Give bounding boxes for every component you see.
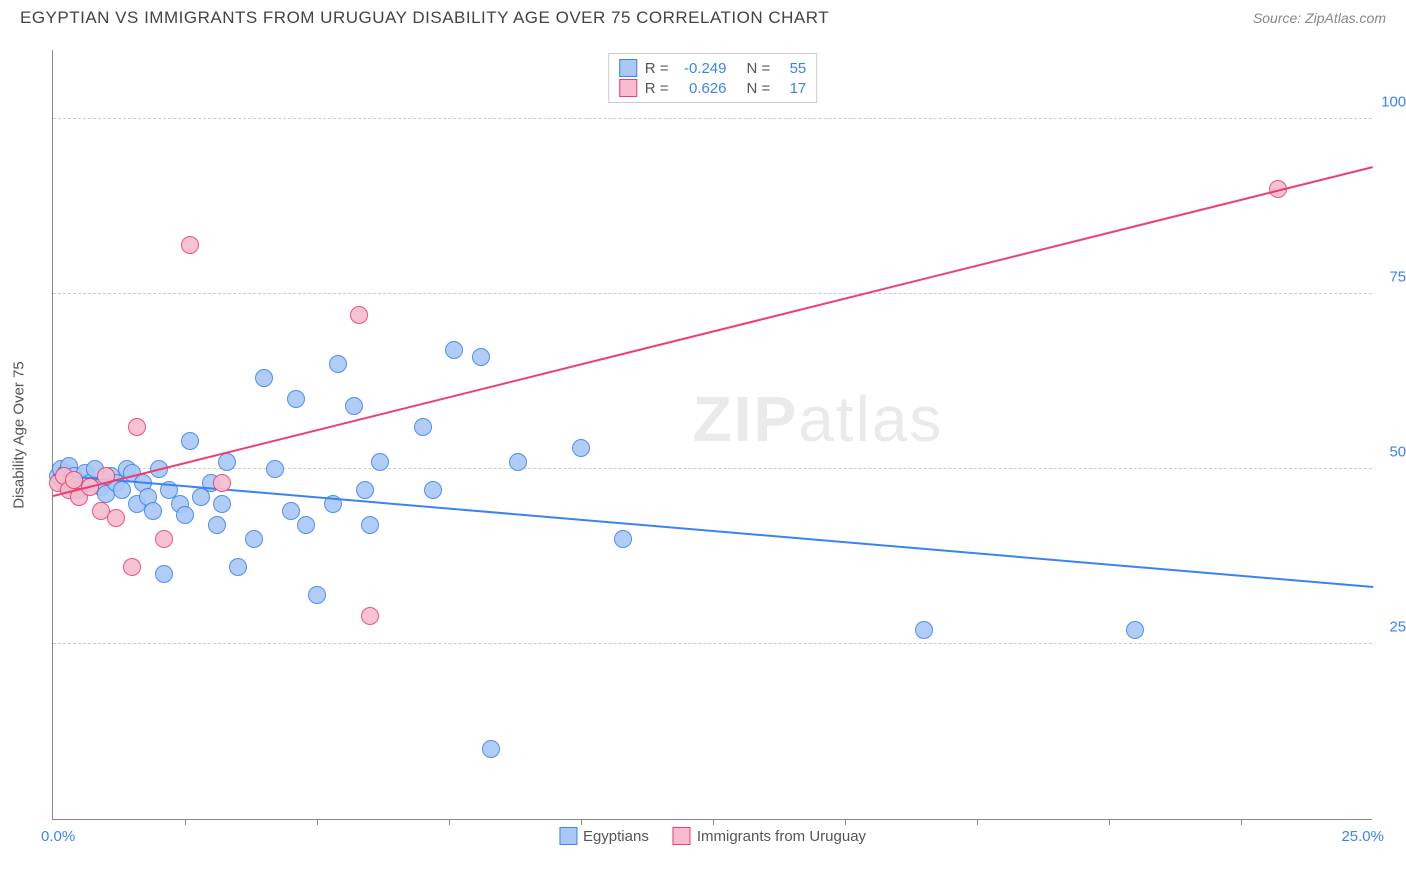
y-tick-label: 75.0% — [1389, 269, 1406, 286]
data-point — [371, 453, 389, 471]
n-value: 17 — [778, 80, 806, 97]
chart-title: EGYPTIAN VS IMMIGRANTS FROM URUGUAY DISA… — [20, 8, 829, 28]
y-axis-title: Disability Age Over 75 — [11, 361, 28, 509]
x-axis-max-label: 25.0% — [1341, 828, 1384, 845]
r-label: R = — [645, 80, 669, 97]
legend-label: Immigrants from Uruguay — [697, 828, 866, 845]
data-point — [245, 530, 263, 548]
x-axis-min-label: 0.0% — [41, 828, 75, 845]
data-point — [113, 481, 131, 499]
scatter-chart: Disability Age Over 75 ZIPatlas 0.0% 25.… — [52, 50, 1372, 820]
legend-swatch — [673, 827, 691, 845]
x-tick — [185, 819, 186, 825]
data-point — [144, 502, 162, 520]
data-point — [345, 397, 363, 415]
y-tick-label: 100.0% — [1381, 94, 1406, 111]
x-tick — [1241, 819, 1242, 825]
data-point — [213, 495, 231, 513]
data-point — [266, 460, 284, 478]
source-attribution: Source: ZipAtlas.com — [1253, 10, 1386, 26]
data-point — [287, 390, 305, 408]
data-point — [614, 530, 632, 548]
data-point — [208, 516, 226, 534]
legend-item: Egyptians — [559, 827, 649, 845]
gridline — [53, 468, 1372, 469]
watermark: ZIPatlas — [693, 382, 944, 456]
data-point — [128, 418, 146, 436]
x-tick — [713, 819, 714, 825]
x-tick — [845, 819, 846, 825]
y-tick-label: 25.0% — [1389, 619, 1406, 636]
data-point — [361, 516, 379, 534]
data-point — [445, 341, 463, 359]
data-point — [255, 369, 273, 387]
stats-legend-box: R = -0.249 N = 55 R = 0.626 N = 17 — [608, 53, 818, 103]
x-tick — [977, 819, 978, 825]
data-point — [329, 355, 347, 373]
data-point — [107, 509, 125, 527]
data-point — [123, 558, 141, 576]
data-point — [350, 306, 368, 324]
stats-legend-row: R = -0.249 N = 55 — [619, 58, 807, 78]
trend-line — [53, 166, 1373, 497]
legend-swatch — [619, 59, 637, 77]
n-label: N = — [747, 80, 771, 97]
data-point — [1126, 621, 1144, 639]
r-value: 0.626 — [677, 80, 727, 97]
data-point — [181, 236, 199, 254]
n-label: N = — [747, 60, 771, 77]
data-point — [155, 530, 173, 548]
data-point — [361, 607, 379, 625]
data-point — [915, 621, 933, 639]
x-tick — [581, 819, 582, 825]
stats-legend-row: R = 0.626 N = 17 — [619, 78, 807, 98]
data-point — [218, 453, 236, 471]
data-point — [176, 506, 194, 524]
gridline — [53, 643, 1372, 644]
data-point — [482, 740, 500, 758]
data-point — [308, 586, 326, 604]
legend-item: Immigrants from Uruguay — [673, 827, 866, 845]
r-value: -0.249 — [677, 60, 727, 77]
data-point — [155, 565, 173, 583]
y-tick-label: 50.0% — [1389, 444, 1406, 461]
data-point — [181, 432, 199, 450]
series-legend: Egyptians Immigrants from Uruguay — [559, 827, 866, 845]
data-point — [472, 348, 490, 366]
data-point — [572, 439, 590, 457]
data-point — [229, 558, 247, 576]
legend-swatch — [559, 827, 577, 845]
data-point — [282, 502, 300, 520]
r-label: R = — [645, 60, 669, 77]
legend-label: Egyptians — [583, 828, 649, 845]
x-tick — [449, 819, 450, 825]
n-value: 55 — [778, 60, 806, 77]
data-point — [509, 453, 527, 471]
data-point — [424, 481, 442, 499]
chart-header: EGYPTIAN VS IMMIGRANTS FROM URUGUAY DISA… — [0, 0, 1406, 28]
data-point — [213, 474, 231, 492]
data-point — [356, 481, 374, 499]
data-point — [414, 418, 432, 436]
x-tick — [317, 819, 318, 825]
gridline — [53, 293, 1372, 294]
data-point — [297, 516, 315, 534]
legend-swatch — [619, 79, 637, 97]
gridline — [53, 118, 1372, 119]
x-tick — [1109, 819, 1110, 825]
